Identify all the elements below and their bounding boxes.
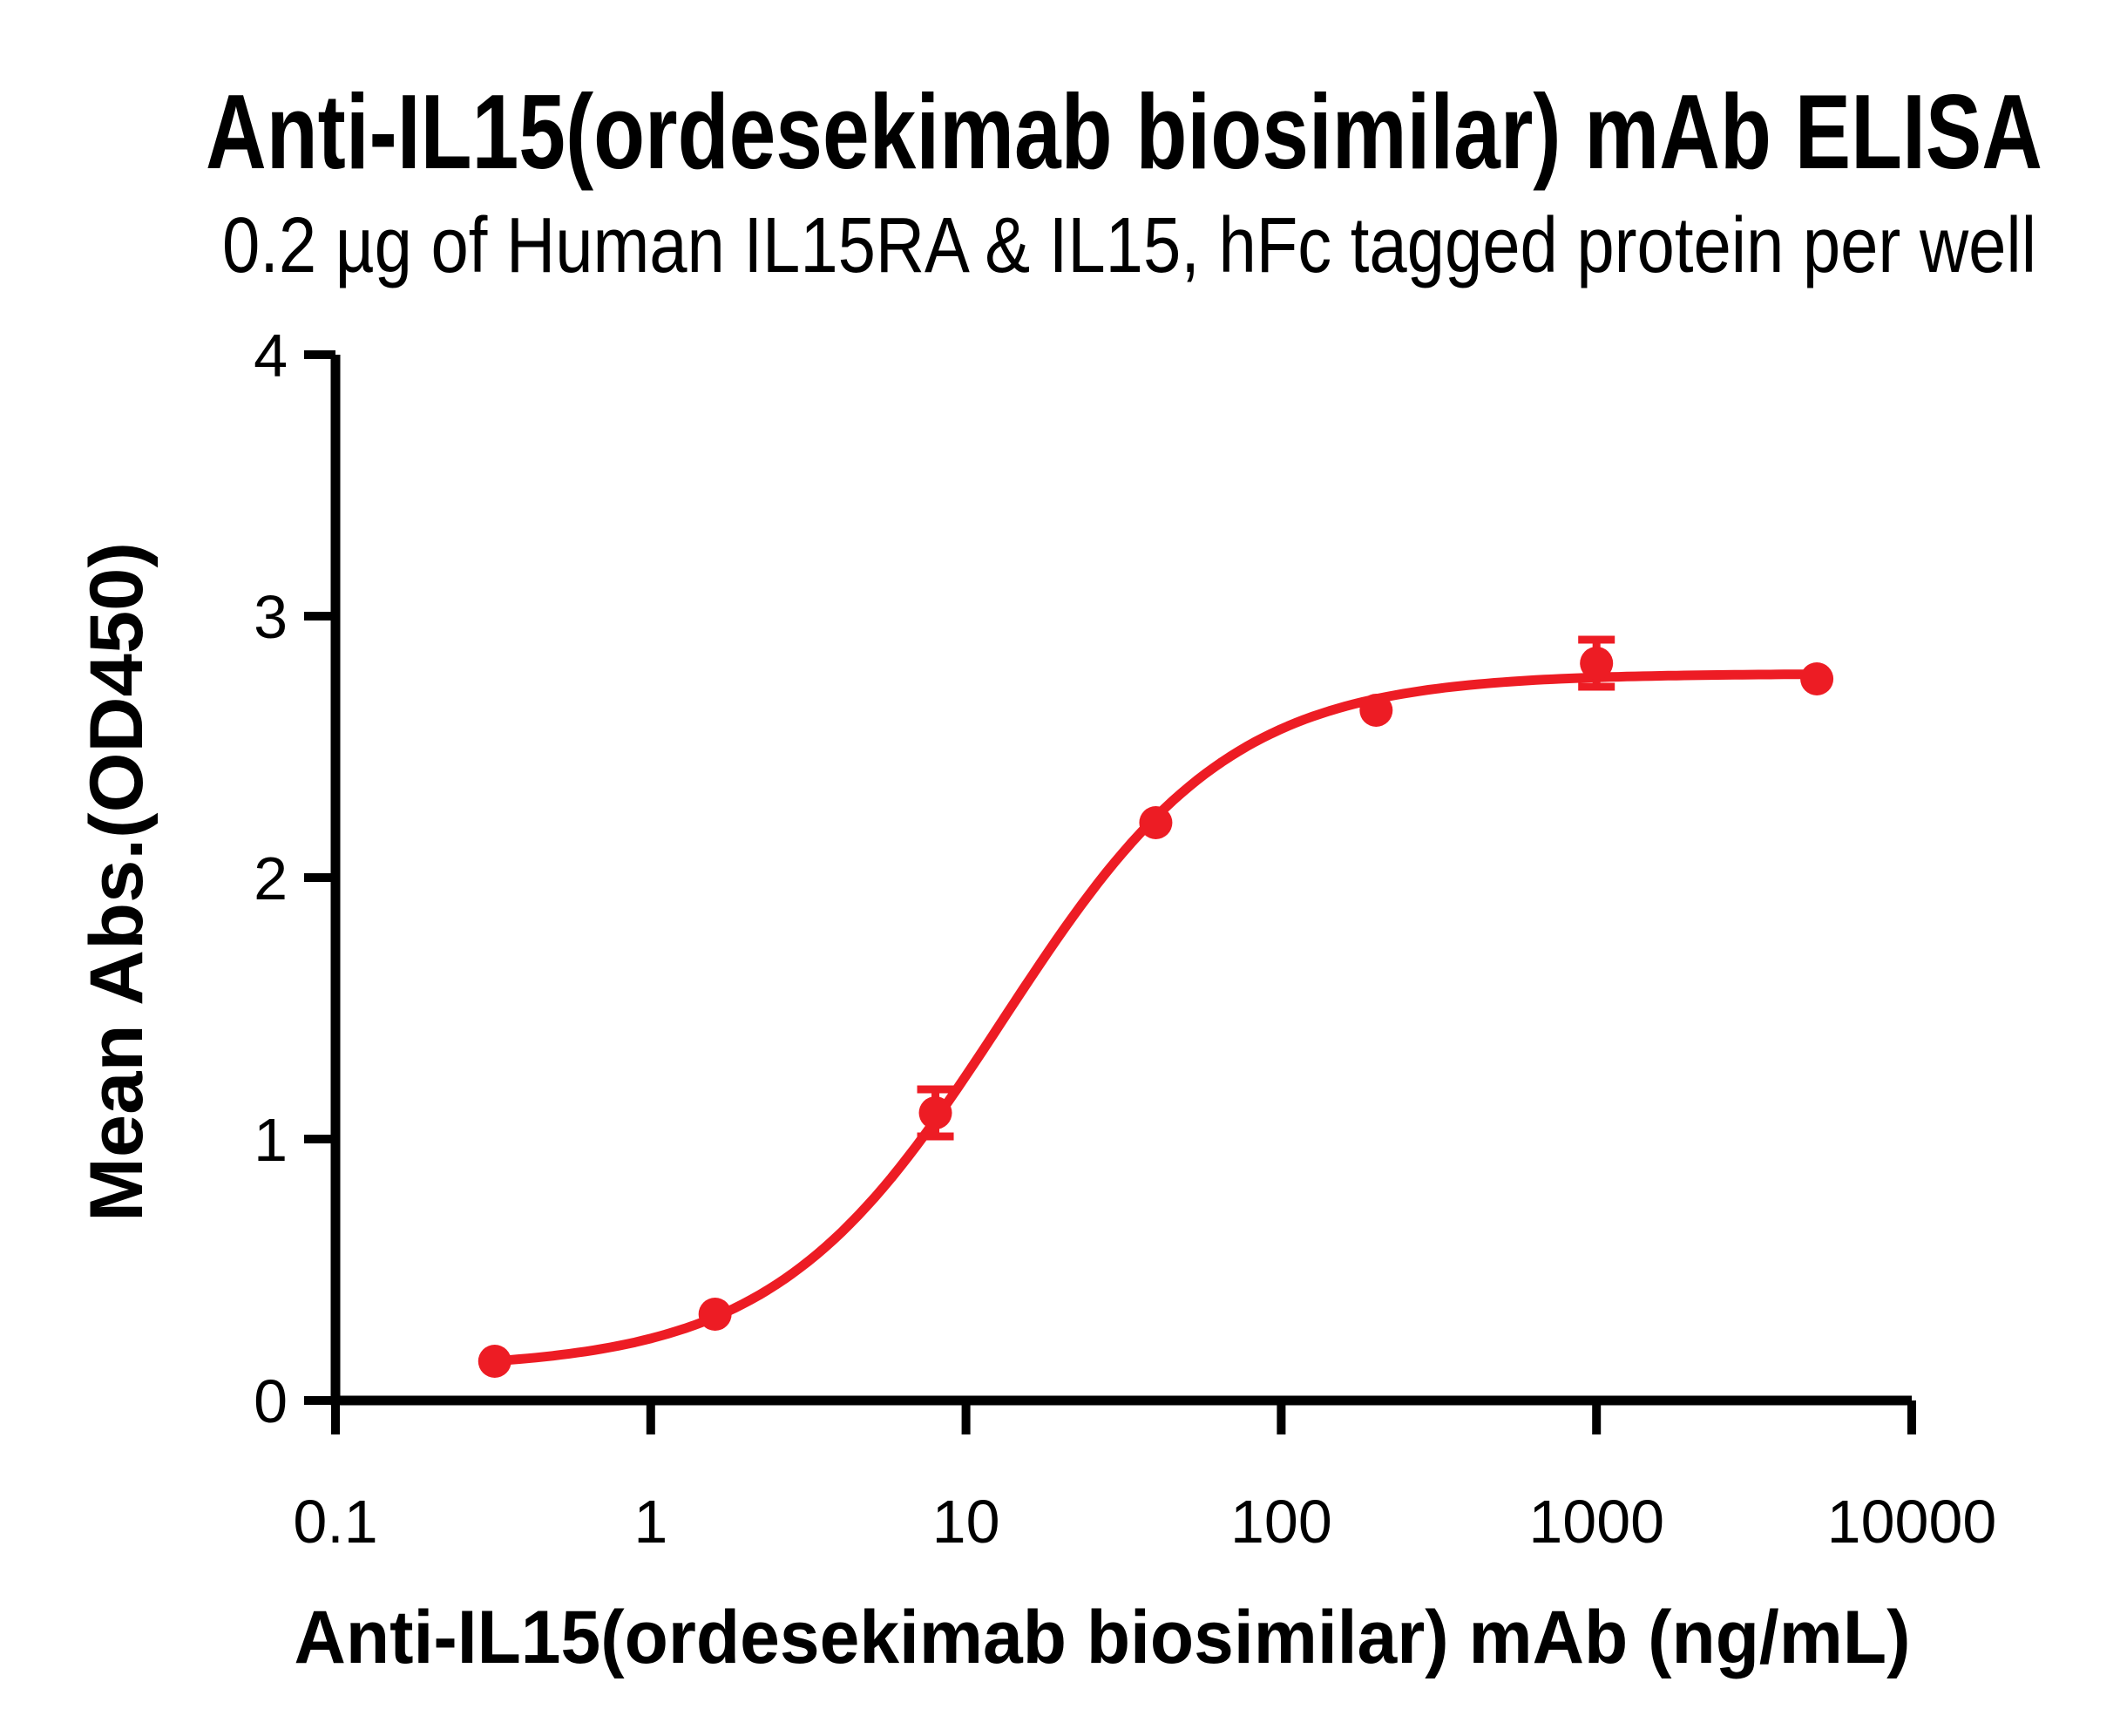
y-tick-label: 2 [254,844,288,912]
y-axis-ticks [304,350,335,1405]
x-tick-label: 100 [1230,1488,1332,1556]
x-tick-label: 1 [633,1488,667,1556]
data-point [918,1096,952,1129]
chart-subtitle: 0.2 µg of Human IL15RA & IL15, hFc tagge… [222,202,2036,289]
x-tick-label: 0.1 [293,1488,377,1556]
y-tick-label: 0 [254,1367,288,1435]
data-point [1359,694,1393,727]
error-bars [917,635,1615,1141]
x-tick-label: 10000 [1827,1488,1997,1556]
data-points [478,647,1834,1378]
chart-title: Anti-IL15(ordesekimab biosimilar) mAb EL… [206,72,2042,191]
data-point [1139,806,1173,839]
y-axis-tick-labels: 0 1 2 3 4 [254,322,288,1435]
x-tick-label: 10 [932,1488,1000,1556]
data-point [1800,662,1834,695]
y-tick-label: 1 [254,1106,288,1174]
axes-frame [330,355,1912,1406]
y-axis-title: Mean Abs.(OD450) [75,542,159,1222]
x-axis-ticks [331,1400,1916,1434]
data-point [1580,647,1614,680]
x-axis-title: Anti-IL15(ordesekimab biosimilar) mAb (n… [295,1596,1911,1679]
y-tick-label: 3 [254,583,288,651]
dose-response-curve [490,669,1822,1366]
fit-curve [490,669,1822,1366]
data-point [698,1298,732,1331]
data-point [478,1345,511,1378]
x-tick-label: 1000 [1528,1488,1664,1556]
x-axis-tick-labels: 0.1 1 10 100 1000 10000 [293,1488,1996,1556]
y-tick-label: 4 [254,322,288,390]
